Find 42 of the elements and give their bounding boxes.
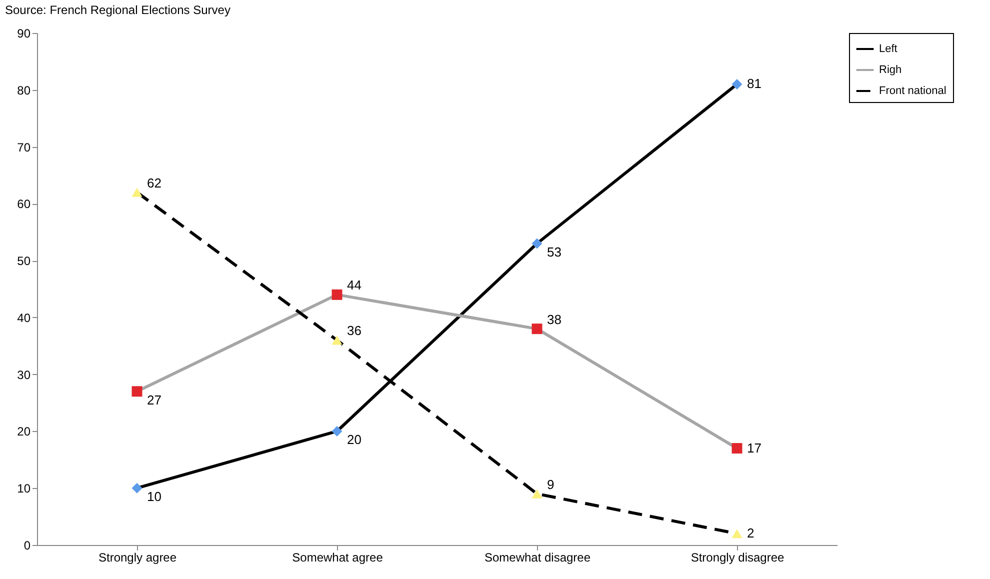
data-label: 10 <box>147 489 162 504</box>
legend-label: Front national <box>879 85 946 97</box>
legend-label: Left <box>879 43 898 55</box>
source-note: Source: French Regional Elections Survey <box>5 3 230 17</box>
data-label: 20 <box>347 432 362 448</box>
x-tick-label: Strongly disagree <box>690 550 785 564</box>
x-tick-label: Somewhat agree <box>292 550 384 564</box>
point <box>532 324 542 334</box>
data-label: 81 <box>747 76 762 92</box>
y-tick-label: 10 <box>17 482 31 496</box>
y-tick-label: 50 <box>17 254 31 268</box>
data-label: 17 <box>747 440 762 456</box>
point <box>132 482 142 494</box>
point <box>332 289 342 300</box>
point <box>132 188 142 197</box>
point <box>732 443 742 454</box>
y-tick-label: 80 <box>17 83 31 98</box>
y-tick-label: 60 <box>17 197 31 212</box>
data-label: 53 <box>547 244 562 260</box>
y-tick-label: 90 <box>17 26 31 40</box>
data-label: 2 <box>747 526 754 541</box>
data-label: 44 <box>347 278 362 293</box>
x-tick-label: Somewhat disagree <box>484 550 591 564</box>
point <box>332 336 342 345</box>
point <box>332 426 342 436</box>
data-label: 36 <box>347 323 362 338</box>
point <box>532 238 542 249</box>
data-label: 27 <box>147 392 162 408</box>
y-tick-label: 20 <box>17 424 31 439</box>
point <box>532 489 542 498</box>
y-tick-label: 40 <box>17 310 31 325</box>
y-tick-label: 0 <box>24 538 31 552</box>
point <box>132 386 142 397</box>
data-label: 62 <box>147 175 162 190</box>
point <box>732 529 742 538</box>
y-tick-label: 30 <box>17 368 31 382</box>
legend-label: Righ <box>879 64 902 76</box>
x-tick-label: Strongly agree <box>98 550 177 564</box>
y-tick-label: 70 <box>17 140 31 154</box>
data-label: 9 <box>547 476 554 492</box>
point <box>732 78 742 90</box>
data-label: 38 <box>547 312 562 327</box>
